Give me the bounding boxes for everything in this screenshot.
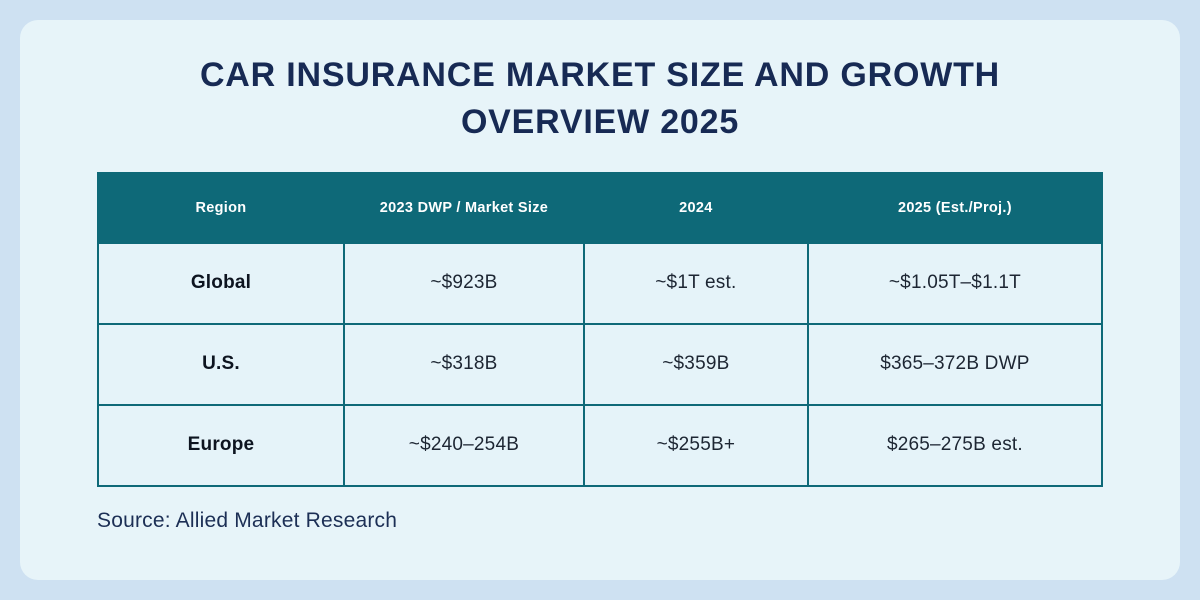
column-header-2024: 2024 bbox=[582, 171, 809, 244]
table-row-global: Global ~$923B ~$1T est. ~$1.05T–$1.1T bbox=[97, 241, 1104, 325]
cell-europe-2024: ~$255B+ bbox=[582, 403, 809, 487]
market-size-table: Region 2023 DWP / Market Size 2024 2025 … bbox=[97, 171, 1104, 487]
cell-us-2024: ~$359B bbox=[582, 322, 809, 406]
column-header-2023-dwp: 2023 DWP / Market Size bbox=[342, 171, 585, 244]
column-header-region: Region bbox=[97, 171, 345, 244]
column-header-2025-proj: 2025 (Est./Proj.) bbox=[806, 171, 1104, 244]
cell-global-2023: ~$923B bbox=[342, 241, 585, 325]
cell-global-2024: ~$1T est. bbox=[582, 241, 809, 325]
cell-global-2025: ~$1.05T–$1.1T bbox=[806, 241, 1104, 325]
card-content: CAR INSURANCE MARKET SIZE AND GROWTH OVE… bbox=[20, 52, 1180, 533]
cell-europe-2025: $265–275B est. bbox=[806, 403, 1104, 487]
table-row-europe: Europe ~$240–254B ~$255B+ $265–275B est. bbox=[97, 403, 1104, 487]
cell-europe-2023: ~$240–254B bbox=[342, 403, 585, 487]
infographic-card: CAR INSURANCE MARKET SIZE AND GROWTH OVE… bbox=[20, 20, 1180, 580]
cell-us-2025: $365–372B DWP bbox=[806, 322, 1104, 406]
row-label-global: Global bbox=[97, 241, 345, 325]
row-label-us: U.S. bbox=[97, 322, 345, 406]
page-title: CAR INSURANCE MARKET SIZE AND GROWTH OVE… bbox=[199, 56, 1001, 141]
cell-us-2023: ~$318B bbox=[342, 322, 585, 406]
table-header-row: Region 2023 DWP / Market Size 2024 2025 … bbox=[97, 171, 1104, 244]
table-row-us: U.S. ~$318B ~$359B $365–372B DWP bbox=[97, 322, 1104, 406]
row-label-europe: Europe bbox=[97, 403, 345, 487]
source-text: Source: Allied Market Research bbox=[97, 508, 398, 532]
